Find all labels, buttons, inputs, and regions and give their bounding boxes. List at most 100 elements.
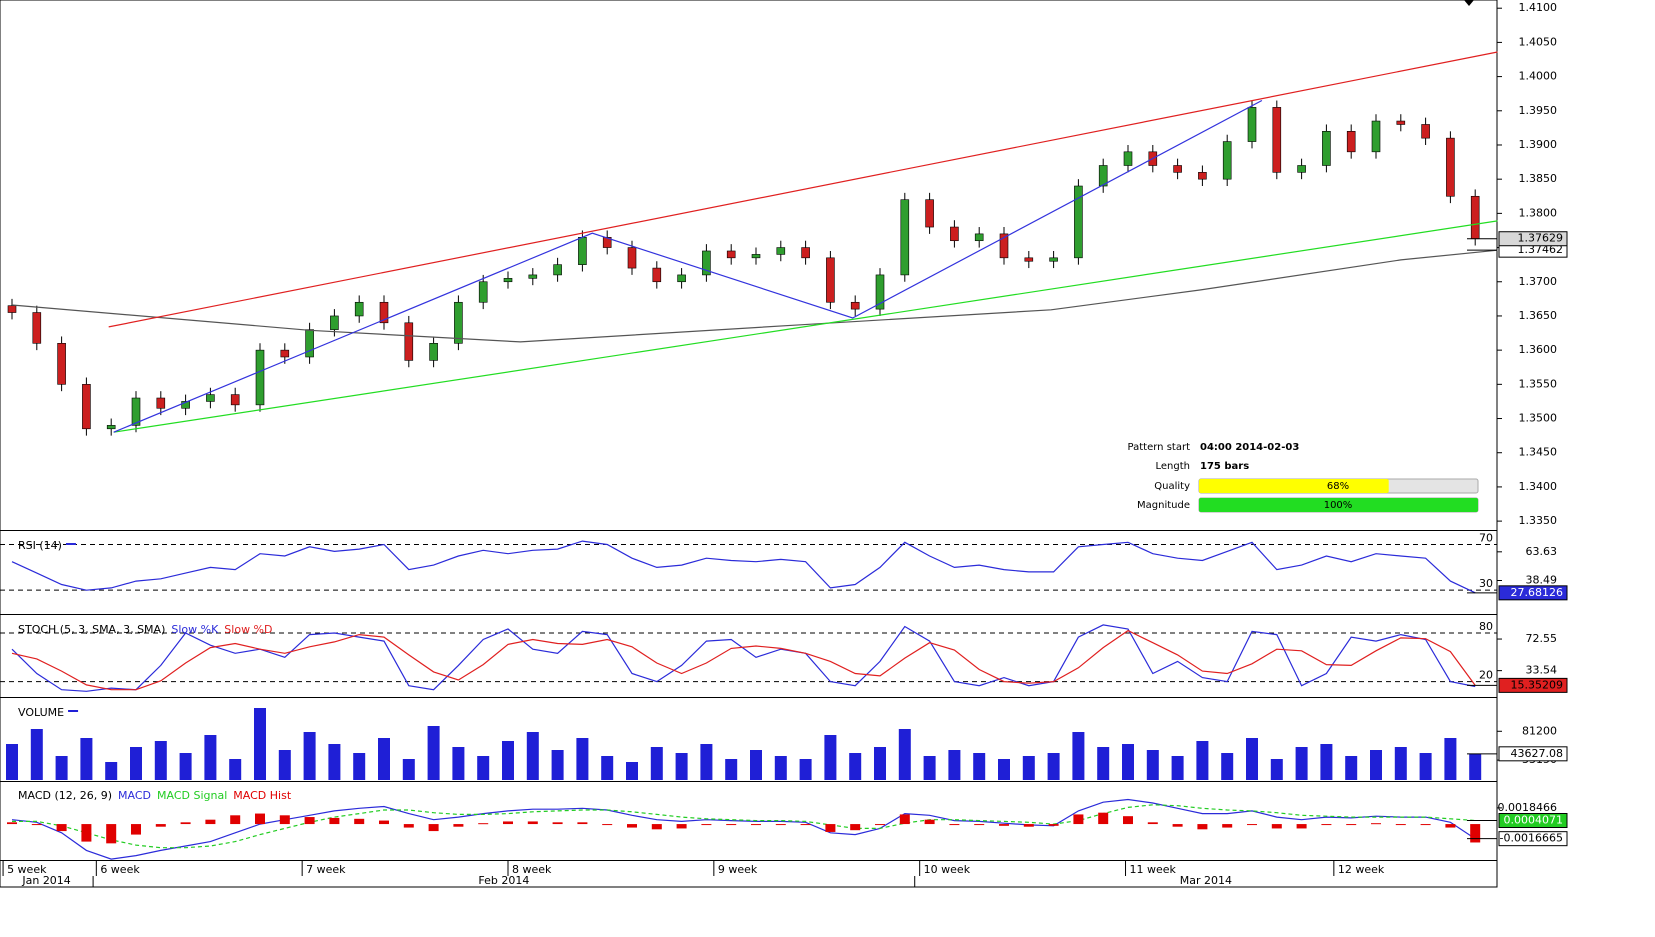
quality-bar bbox=[1199, 479, 1389, 493]
pattern-value: 175 bars bbox=[1200, 461, 1249, 472]
last-price-label: 1.37629 bbox=[1518, 232, 1564, 245]
bar bbox=[379, 820, 389, 825]
bar bbox=[81, 824, 92, 842]
month-label: Jan 2014 bbox=[21, 874, 70, 887]
bar bbox=[1196, 741, 1209, 780]
panel-title-text: MACD (12, 26, 9) bbox=[18, 789, 112, 802]
bar bbox=[56, 824, 67, 832]
bar bbox=[1420, 824, 1431, 826]
y-tick-label: 1.3900 bbox=[1519, 138, 1558, 151]
bar bbox=[1122, 744, 1134, 780]
bar bbox=[1321, 824, 1332, 826]
candle-body bbox=[429, 343, 438, 361]
bar bbox=[279, 815, 290, 825]
bar bbox=[1270, 759, 1283, 780]
bar bbox=[205, 819, 216, 825]
current-value-box bbox=[1498, 746, 1568, 762]
bar bbox=[1271, 824, 1282, 829]
y-tick-label: 1.3600 bbox=[1519, 343, 1558, 356]
bar bbox=[923, 756, 936, 780]
y-tick-label: 1.3650 bbox=[1519, 309, 1558, 322]
current-value-label: -0.0016665 bbox=[1500, 832, 1563, 845]
panel-title-text: STOCH (5, 3, SMA, 3, SMA) bbox=[18, 623, 165, 636]
candle-body bbox=[454, 301, 463, 344]
bar bbox=[6, 744, 18, 780]
bar bbox=[601, 756, 614, 780]
bar bbox=[31, 824, 42, 826]
bar bbox=[998, 759, 1010, 780]
bar bbox=[602, 824, 613, 826]
bar bbox=[378, 738, 390, 780]
bar bbox=[1320, 744, 1333, 780]
candle-body bbox=[950, 226, 959, 242]
bar bbox=[924, 819, 935, 825]
indicator-line bbox=[11, 624, 1476, 692]
y-tick-label: 63.63 bbox=[1526, 545, 1558, 558]
candle-body bbox=[578, 237, 587, 265]
candle-body bbox=[230, 394, 240, 406]
candle-body bbox=[751, 254, 761, 259]
bar bbox=[453, 824, 464, 827]
bar bbox=[576, 738, 589, 780]
bar bbox=[849, 753, 862, 780]
candle-body bbox=[206, 394, 215, 402]
candle-body bbox=[875, 274, 885, 310]
candle-body bbox=[32, 312, 42, 344]
current-value-box bbox=[1498, 812, 1568, 828]
level-label: 20 bbox=[1479, 669, 1493, 682]
week-label: 12 week bbox=[1338, 863, 1385, 876]
bar bbox=[1171, 756, 1184, 780]
bar bbox=[106, 824, 117, 844]
candle-body bbox=[602, 237, 612, 248]
candle-body bbox=[156, 397, 166, 409]
bar bbox=[179, 753, 192, 780]
magnitude-bar bbox=[1199, 498, 1478, 512]
y-tick-label: 1.3550 bbox=[1519, 377, 1558, 390]
bar bbox=[1394, 747, 1407, 780]
candle-body bbox=[1272, 107, 1282, 173]
bar bbox=[627, 824, 637, 828]
bar bbox=[973, 753, 986, 780]
current-value-box bbox=[1498, 677, 1568, 693]
candle-body bbox=[404, 322, 414, 361]
bar bbox=[825, 824, 836, 832]
magnitude-text: 100% bbox=[1324, 500, 1353, 511]
bar bbox=[1247, 824, 1257, 826]
bar bbox=[775, 824, 786, 826]
bar bbox=[1072, 732, 1085, 780]
bar bbox=[502, 741, 514, 780]
week-label: 10 week bbox=[924, 863, 971, 876]
candle-body bbox=[1173, 165, 1182, 173]
y-tick-label: 33.54 bbox=[1526, 664, 1558, 677]
week-label: 5 week bbox=[7, 863, 47, 876]
candle-body bbox=[1396, 120, 1406, 125]
bar bbox=[1147, 822, 1158, 825]
bar bbox=[1445, 824, 1456, 828]
y-tick-label: 81200 bbox=[1522, 724, 1557, 737]
bar bbox=[354, 818, 365, 825]
bar bbox=[230, 815, 241, 825]
bar bbox=[552, 822, 563, 825]
candle-body bbox=[726, 250, 736, 259]
indicator-line bbox=[11, 540, 1476, 594]
bar bbox=[1197, 824, 1208, 830]
bar bbox=[303, 732, 316, 780]
bar bbox=[131, 824, 141, 835]
bar bbox=[577, 822, 588, 825]
week-label: 7 week bbox=[306, 863, 346, 876]
pattern-label: Length bbox=[1156, 461, 1191, 472]
marker bbox=[1464, 0, 1474, 6]
candle-body bbox=[1098, 165, 1108, 187]
level-label: 70 bbox=[1479, 532, 1493, 545]
candle-body bbox=[974, 233, 984, 242]
candle-body bbox=[379, 301, 389, 324]
y-tick-label: 1.4050 bbox=[1519, 35, 1558, 48]
bar bbox=[725, 759, 738, 780]
overlay-line bbox=[113, 99, 1263, 433]
bar bbox=[55, 756, 68, 780]
y-tick-label: 1.4000 bbox=[1519, 70, 1558, 83]
bar bbox=[948, 750, 961, 780]
bar bbox=[402, 759, 415, 780]
bar bbox=[949, 824, 960, 826]
week-label: 9 week bbox=[718, 863, 758, 876]
